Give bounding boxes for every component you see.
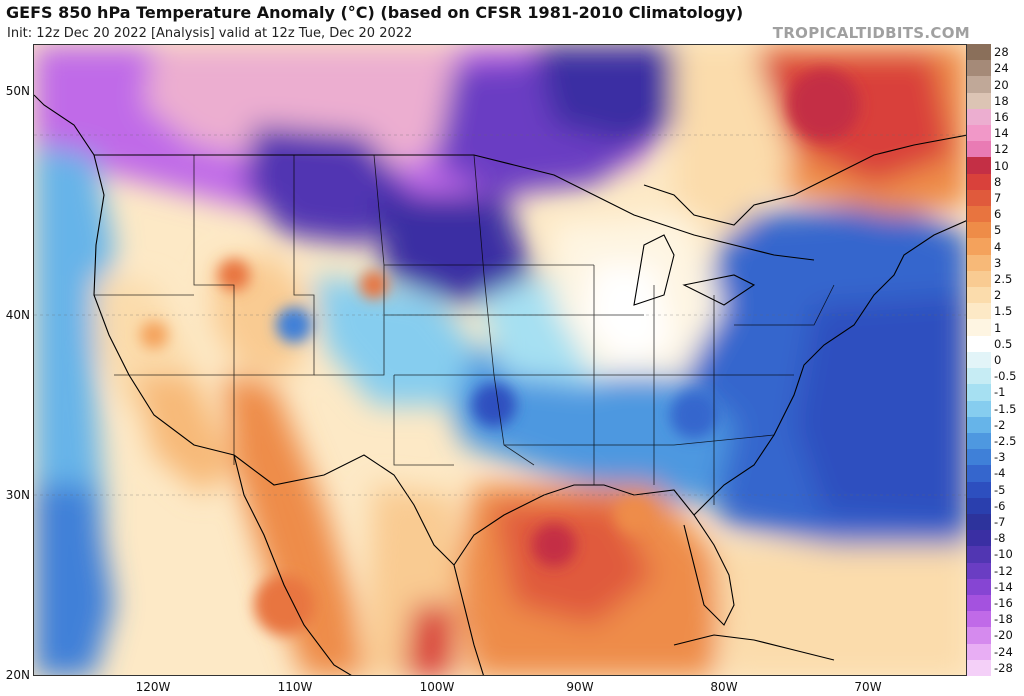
legend-swatch xyxy=(967,368,991,385)
map-title: GEFS 850 hPa Temperature Anomaly (°C) (b… xyxy=(6,3,744,22)
legend-label: 20 xyxy=(994,77,1009,92)
legend-swatch xyxy=(967,173,991,191)
legend-swatch xyxy=(967,76,991,94)
legend-label: -10 xyxy=(994,547,1013,562)
lon-label: 120W xyxy=(135,680,171,694)
legend-swatch xyxy=(967,60,991,77)
legend-swatch xyxy=(967,108,991,126)
legend-swatch xyxy=(967,432,991,450)
legend-label: -2.5 xyxy=(994,434,1017,449)
legend-swatch xyxy=(967,303,991,320)
legend-swatch xyxy=(967,465,991,483)
legend-label: -8 xyxy=(994,531,1006,546)
legend-label: -0.5 xyxy=(994,369,1017,384)
lat-label: 20N xyxy=(5,668,30,682)
legend-label: -14 xyxy=(994,579,1013,594)
legend-swatch xyxy=(967,189,991,207)
legend-label: 18 xyxy=(994,93,1009,108)
legend-label: 1.5 xyxy=(994,304,1013,319)
legend-label: -24 xyxy=(994,644,1013,659)
legend-label: -28 xyxy=(994,660,1013,675)
legend-label: 12 xyxy=(994,142,1009,157)
lon-label: 110W xyxy=(277,680,313,694)
legend-label: -4 xyxy=(994,466,1006,481)
legend-swatch xyxy=(967,384,991,401)
legend-swatch xyxy=(967,546,991,564)
anomaly-field xyxy=(34,45,966,675)
legend-label: -1.5 xyxy=(994,401,1017,416)
legend-label: -2 xyxy=(994,417,1006,432)
legend-label: 14 xyxy=(994,126,1009,141)
lat-label: 40N xyxy=(5,308,30,322)
legend-label: 28 xyxy=(994,45,1009,60)
legend-swatch xyxy=(967,351,991,369)
anomaly-detail xyxy=(140,69,860,635)
color-legend: 28 24 20 18 16 14 12 10 8 7 6 5 4 3 2.5 2 1.5 1 0.5 0 -0.5 -1… xyxy=(967,44,1024,677)
lon-label: 90W xyxy=(566,680,594,694)
legend-swatch xyxy=(967,611,991,628)
legend-label: 1 xyxy=(994,320,1002,335)
legend-label: 4 xyxy=(994,239,1002,254)
legend-swatch xyxy=(967,222,991,239)
legend-swatch xyxy=(967,562,991,580)
legend-swatch xyxy=(967,400,991,418)
legend-label: -7 xyxy=(994,515,1006,530)
legend-swatch xyxy=(967,270,991,288)
legend-swatch xyxy=(967,254,991,272)
legend-swatch xyxy=(967,238,991,256)
legend-swatch xyxy=(967,643,991,661)
legend-swatch xyxy=(967,497,991,515)
legend-label: -20 xyxy=(994,628,1013,643)
legend-swatch xyxy=(967,125,991,142)
legend-label: 6 xyxy=(994,207,1002,222)
legend-label: 3 xyxy=(994,255,1002,270)
lon-label: 70W xyxy=(854,680,882,694)
legend-label: -18 xyxy=(994,612,1013,627)
lat-label: 30N xyxy=(5,488,30,502)
anomaly-map xyxy=(33,44,967,676)
legend-label: 0 xyxy=(994,353,1002,367)
legend-label: 2.5 xyxy=(994,271,1013,286)
legend-label: -3 xyxy=(994,450,1006,465)
legend-swatch xyxy=(967,530,991,547)
legend-swatch xyxy=(967,627,991,645)
legend-swatch xyxy=(967,594,991,612)
brand-watermark: TROPICALTIDBITS.COM xyxy=(772,24,970,42)
lon-label: 80W xyxy=(710,680,738,694)
legend-label: -16 xyxy=(994,596,1013,611)
legend-swatch xyxy=(967,206,991,223)
legend-swatch xyxy=(967,481,991,499)
legend-swatch xyxy=(967,319,991,337)
legend-swatch xyxy=(967,92,991,110)
lat-label: 50N xyxy=(5,84,30,98)
legend-label: 8 xyxy=(994,174,1002,189)
legend-swatch xyxy=(967,141,991,158)
legend-swatch xyxy=(967,578,991,596)
legend-label: 24 xyxy=(994,61,1009,76)
legend-label: 10 xyxy=(994,158,1009,173)
legend-label: -5 xyxy=(994,482,1006,497)
legend-swatch xyxy=(967,335,991,353)
legend-swatch xyxy=(967,44,991,61)
map-subtitle: Init: 12z Dec 20 2022 [Analysis] valid a… xyxy=(7,26,413,41)
legend-label: 7 xyxy=(994,190,1002,205)
legend-label: 16 xyxy=(994,109,1009,124)
legend-label: 0.5 xyxy=(994,336,1013,351)
legend-swatch xyxy=(967,659,991,677)
lon-label: 100W xyxy=(419,680,455,694)
legend-label: -1 xyxy=(994,385,1006,400)
legend-swatch xyxy=(967,157,991,175)
legend-label: -12 xyxy=(994,563,1013,578)
legend-label: 2 xyxy=(994,288,1002,303)
legend-label: 5 xyxy=(994,223,1002,238)
legend-swatch xyxy=(967,513,991,531)
legend-swatch xyxy=(967,416,991,434)
legend-label: -6 xyxy=(994,498,1006,513)
legend-swatch xyxy=(967,287,991,304)
coastline-layer xyxy=(34,94,966,675)
legend-swatch xyxy=(967,449,991,466)
